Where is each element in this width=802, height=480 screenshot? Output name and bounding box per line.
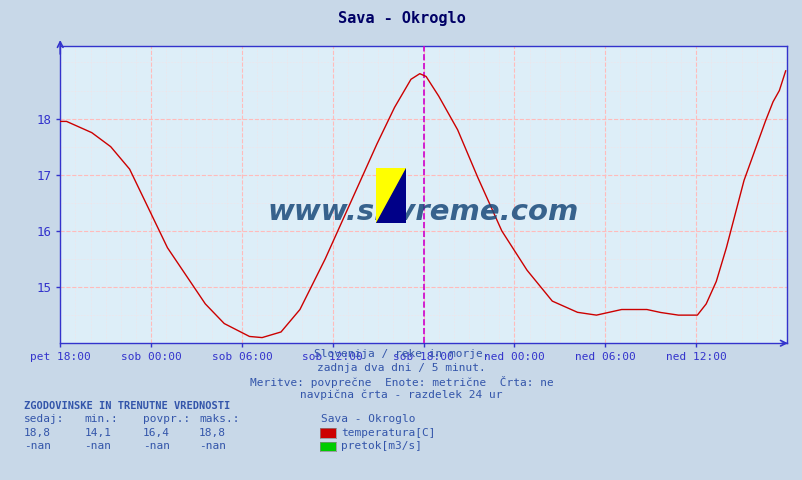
Text: -nan: -nan bbox=[143, 442, 170, 451]
Text: www.si-vreme.com: www.si-vreme.com bbox=[268, 198, 578, 226]
Text: Meritve: povprečne  Enote: metrične  Črta: ne: Meritve: povprečne Enote: metrične Črta:… bbox=[249, 376, 553, 388]
Text: -nan: -nan bbox=[84, 442, 111, 451]
Text: 16,4: 16,4 bbox=[143, 428, 170, 438]
Text: zadnja dva dni / 5 minut.: zadnja dva dni / 5 minut. bbox=[317, 363, 485, 373]
Text: ZGODOVINSKE IN TRENUTNE VREDNOSTI: ZGODOVINSKE IN TRENUTNE VREDNOSTI bbox=[24, 401, 230, 410]
Text: Sava - Okroglo: Sava - Okroglo bbox=[321, 414, 415, 424]
Text: navpična črta - razdelek 24 ur: navpična črta - razdelek 24 ur bbox=[300, 390, 502, 400]
Text: povpr.:: povpr.: bbox=[143, 414, 190, 424]
Text: pretok[m3/s]: pretok[m3/s] bbox=[341, 442, 422, 451]
Text: sedaj:: sedaj: bbox=[24, 414, 64, 424]
Text: Sava - Okroglo: Sava - Okroglo bbox=[337, 11, 465, 26]
Text: min.:: min.: bbox=[84, 414, 118, 424]
Polygon shape bbox=[375, 168, 406, 223]
Text: 18,8: 18,8 bbox=[24, 428, 51, 438]
Text: 14,1: 14,1 bbox=[84, 428, 111, 438]
Text: -nan: -nan bbox=[199, 442, 226, 451]
Polygon shape bbox=[375, 168, 406, 223]
Text: Slovenija / reke in morje.: Slovenija / reke in morje. bbox=[314, 349, 488, 360]
Text: -nan: -nan bbox=[24, 442, 51, 451]
Text: 18,8: 18,8 bbox=[199, 428, 226, 438]
Polygon shape bbox=[375, 168, 406, 223]
Text: temperatura[C]: temperatura[C] bbox=[341, 428, 435, 438]
Text: maks.:: maks.: bbox=[199, 414, 239, 424]
